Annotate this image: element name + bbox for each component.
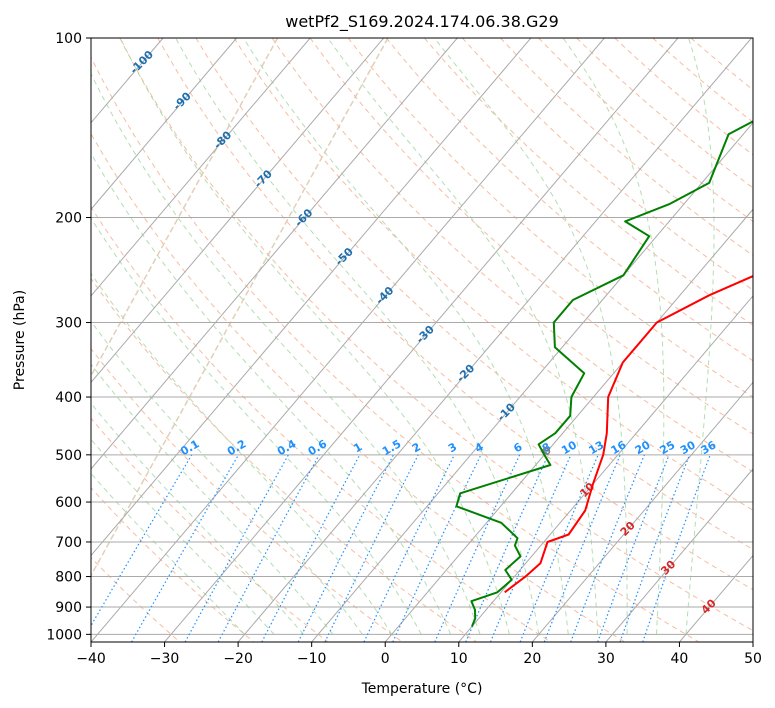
y-tick-label: 900 bbox=[55, 600, 82, 616]
mixing-ratio-line bbox=[543, 454, 621, 642]
mixing-ratio-line bbox=[217, 454, 320, 642]
dry-adiabat-line bbox=[271, 38, 753, 473]
x-tick-label: −20 bbox=[223, 651, 253, 667]
reference-curve bbox=[91, 38, 279, 378]
y-tick-label: 100 bbox=[55, 31, 82, 47]
plot-frame bbox=[90, 37, 754, 643]
dry-adiabat-line bbox=[385, 38, 753, 362]
dry-adiabat-line bbox=[91, 487, 255, 642]
y-tick-label: 400 bbox=[55, 390, 82, 406]
y-tick-label: 800 bbox=[55, 570, 82, 586]
moist-adiabat-line bbox=[91, 152, 452, 635]
dry-adiabat-line bbox=[538, 38, 753, 223]
grid-layer bbox=[91, 38, 753, 642]
isotherm-gridline bbox=[164, 38, 679, 642]
moist-adiabat-line bbox=[91, 272, 393, 635]
y-tick-label: 700 bbox=[55, 535, 82, 551]
mixing-ratio-line bbox=[91, 454, 193, 627]
dewpoint-profile-line bbox=[455, 120, 753, 627]
mixing-ratio-line bbox=[489, 454, 572, 642]
mixing-ratio-line bbox=[363, 454, 455, 642]
moist-adiabat-line bbox=[327, 38, 599, 635]
mixing-ratio-line bbox=[434, 454, 521, 642]
moist-adiabat-line bbox=[433, 38, 628, 635]
moist-adiabat-line bbox=[242, 38, 569, 635]
x-tick-label: −10 bbox=[297, 651, 327, 667]
x-tick-label: 30 bbox=[597, 651, 615, 667]
isotherm-gridline bbox=[237, 38, 752, 642]
mixing-ratio-line bbox=[619, 454, 691, 642]
dry-adiabat-line bbox=[157, 38, 753, 591]
reference-curve bbox=[91, 38, 389, 578]
isotherm-gridline bbox=[91, 38, 458, 470]
x-tick-label: 20 bbox=[523, 651, 541, 667]
moist-adiabat-line bbox=[91, 402, 304, 635]
isotherm-gridline bbox=[91, 38, 238, 211]
y-tick-label: 500 bbox=[55, 448, 82, 464]
mixing-ratio-line bbox=[392, 454, 482, 642]
mixing-ratio-line bbox=[570, 454, 645, 642]
x-tick-label: 10 bbox=[450, 651, 468, 667]
x-tick-label: 40 bbox=[671, 651, 689, 667]
y-tick-label: 200 bbox=[55, 211, 82, 227]
y-tick-label: 600 bbox=[55, 495, 82, 511]
axis-layer: −40 −30 −20 −10 0 10 20 30 40 50 100 200 300 400 500 60… bbox=[46, 31, 762, 667]
y-tick-label: 300 bbox=[55, 316, 82, 332]
isotherm-gridline bbox=[91, 38, 385, 384]
dry-adiabat-line bbox=[91, 417, 329, 642]
mixing-ratio-line bbox=[130, 454, 240, 642]
isotherm-gridline bbox=[531, 381, 753, 642]
moist-adiabat-line bbox=[91, 363, 334, 635]
moist-adiabat-line bbox=[91, 472, 245, 635]
x-tick-label: −30 bbox=[150, 651, 180, 667]
mixing-ratio-line bbox=[597, 454, 670, 642]
dry-adiabat-line bbox=[500, 38, 753, 257]
moist-adiabat-line bbox=[91, 438, 275, 635]
y-axis-label: Pressure (hPa) bbox=[12, 290, 28, 390]
dry-adiabat-line bbox=[119, 38, 753, 632]
dry-adiabat-line bbox=[195, 38, 753, 551]
dry-adiabat-line bbox=[91, 132, 626, 642]
isotherm-gridline bbox=[91, 38, 311, 297]
moist-adiabat-line bbox=[91, 72, 481, 635]
dry-adiabat-line bbox=[91, 56, 700, 642]
x-axis-label: Temperature (°C) bbox=[361, 681, 483, 697]
x-tick-label: −40 bbox=[76, 651, 106, 667]
moist-adiabat-line bbox=[562, 38, 665, 635]
isotherm-gridline bbox=[605, 468, 753, 642]
y-tick-label: 1000 bbox=[46, 627, 82, 643]
isotherm-gridline bbox=[458, 295, 753, 642]
dry-adiabat-line bbox=[614, 38, 753, 156]
mixing-ratio-line bbox=[519, 454, 599, 642]
chart-title: wetPf2_S169.2024.174.06.38.G29 bbox=[285, 12, 559, 32]
mixing-ratio-line bbox=[642, 454, 711, 642]
moist-adiabat-line bbox=[91, 217, 422, 635]
isotherm-gridline bbox=[91, 38, 532, 557]
profile-series bbox=[455, 120, 753, 627]
temperature-profile-line bbox=[504, 275, 753, 594]
isotherm-gridline bbox=[91, 38, 605, 642]
dry-adiabat-line bbox=[91, 206, 551, 642]
isotherm-gridline bbox=[311, 122, 753, 642]
dry-adiabat-line bbox=[347, 38, 753, 398]
moist-adiabat-line bbox=[685, 38, 715, 635]
dry-adiabat-line bbox=[309, 38, 753, 435]
x-tick-label: 0 bbox=[381, 651, 390, 667]
x-tick-label: 50 bbox=[744, 651, 762, 667]
